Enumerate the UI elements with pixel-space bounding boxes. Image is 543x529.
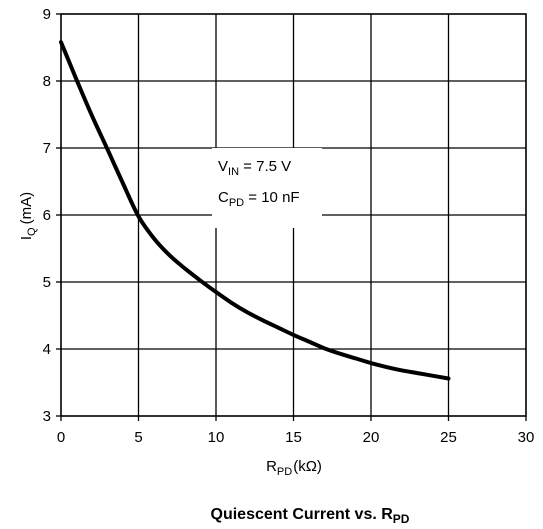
y-tick-label: 8 [43,73,51,90]
x-tick-label: 5 [134,429,142,446]
y-tick-label: 9 [43,6,51,23]
y-tick-label: 7 [43,140,51,157]
x-axis-label: RPD(kΩ) [266,458,322,478]
plot-frame [60,13,527,417]
y-tick-label: 4 [43,341,51,358]
x-tick-label: 10 [208,429,225,446]
annotation-background [212,148,322,228]
series-line [59,40,451,381]
annotation-cpd: CPD = 10 nF [218,189,300,209]
annotation-vin: VIN = 7.5 V [218,158,291,178]
y-tick-labels: 3 4 5 6 7 8 9 [43,6,51,425]
x-tick-label: 20 [363,429,380,446]
tick-marks [56,13,527,421]
x-tick-label: 30 [518,429,535,446]
chart-title: Quiescent Current vs. RPD [211,506,410,526]
x-tick-label: 0 [57,429,65,446]
y-tick-label: 5 [43,274,51,291]
x-tick-label: 25 [440,429,457,446]
x-tick-labels: 0 5 10 15 20 25 30 [57,429,535,446]
y-tick-label: 6 [43,207,51,224]
x-tick-label: 15 [285,429,302,446]
y-tick-label: 3 [43,408,51,425]
y-axis-label: IQ(mA) [18,192,38,240]
